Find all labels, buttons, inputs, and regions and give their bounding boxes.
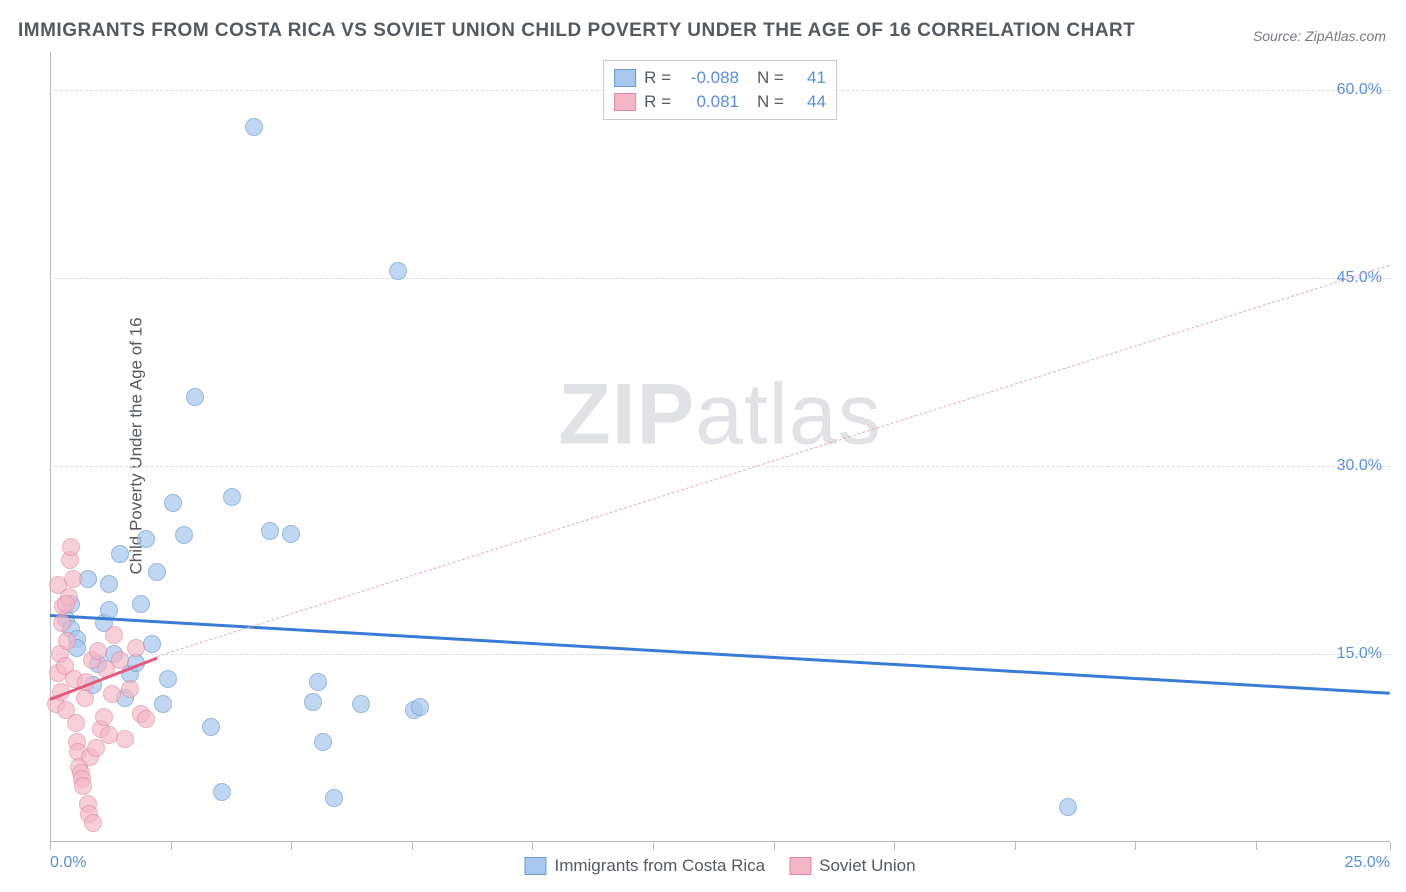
y-axis-line: [50, 52, 51, 842]
x-tick: [1390, 842, 1391, 850]
data-point: [411, 698, 429, 716]
data-point: [352, 695, 370, 713]
n-label: N =: [757, 66, 784, 90]
data-point: [95, 708, 113, 726]
x-tick: [1135, 842, 1136, 850]
data-point: [103, 685, 121, 703]
plot-area: ZIPatlas 15.0%30.0%45.0%60.0%0.0%25.0% R…: [50, 52, 1390, 842]
data-point: [143, 635, 161, 653]
data-point: [74, 777, 92, 795]
data-point: [389, 262, 407, 280]
data-point: [111, 545, 129, 563]
data-point: [245, 118, 263, 136]
data-point: [137, 710, 155, 728]
gridline: [50, 466, 1390, 467]
data-point: [325, 789, 343, 807]
data-point: [213, 783, 231, 801]
data-point: [314, 733, 332, 751]
data-point: [58, 632, 76, 650]
series-legend: Immigrants from Costa Rica Soviet Union: [524, 856, 915, 876]
x-tick: [171, 842, 172, 850]
watermark-rest: atlas: [695, 367, 882, 463]
x-tick: [1015, 842, 1016, 850]
legend-swatch: [789, 857, 811, 875]
y-tick-label: 60.0%: [1337, 81, 1382, 99]
data-point: [62, 538, 80, 556]
data-point: [100, 575, 118, 593]
data-point: [175, 526, 193, 544]
x-tick: [653, 842, 654, 850]
data-point: [116, 730, 134, 748]
data-point: [137, 530, 155, 548]
r-value: -0.088: [679, 66, 739, 90]
data-point: [132, 595, 150, 613]
y-tick-label: 30.0%: [1337, 457, 1382, 475]
data-point: [164, 494, 182, 512]
data-point: [1059, 798, 1077, 816]
n-value: 41: [792, 66, 826, 90]
n-label: N =: [757, 90, 784, 114]
data-point: [186, 388, 204, 406]
data-point: [76, 689, 94, 707]
data-point: [111, 651, 129, 669]
x-tick: [412, 842, 413, 850]
data-point: [223, 488, 241, 506]
watermark: ZIPatlas: [558, 366, 881, 465]
correlation-legend: R = -0.088 N = 41 R = 0.081 N = 44: [603, 60, 837, 120]
data-point: [49, 576, 67, 594]
data-point: [105, 626, 123, 644]
data-point: [309, 673, 327, 691]
data-point: [304, 693, 322, 711]
legend-swatch: [614, 69, 636, 87]
data-point: [261, 522, 279, 540]
legend-swatch: [524, 857, 546, 875]
chart-title: IMMIGRANTS FROM COSTA RICA VS SOVIET UNI…: [18, 20, 1135, 42]
legend-item: Soviet Union: [789, 856, 915, 876]
gridline: [50, 278, 1390, 279]
legend-swatch: [614, 93, 636, 111]
r-value: 0.081: [679, 90, 739, 114]
x-tick-label: 25.0%: [1345, 854, 1390, 872]
y-tick-label: 15.0%: [1337, 645, 1382, 663]
legend-row: R = -0.088 N = 41: [614, 66, 826, 90]
x-tick: [50, 842, 51, 850]
data-point: [121, 680, 139, 698]
legend-item: Immigrants from Costa Rica: [524, 856, 765, 876]
data-point: [159, 670, 177, 688]
data-point: [282, 525, 300, 543]
x-tick: [894, 842, 895, 850]
data-point: [89, 642, 107, 660]
x-tick-label: 0.0%: [50, 854, 86, 872]
data-point: [57, 595, 75, 613]
data-point: [67, 714, 85, 732]
x-tick: [532, 842, 533, 850]
watermark-bold: ZIP: [558, 367, 695, 463]
legend-label: Soviet Union: [819, 856, 915, 876]
data-point: [202, 718, 220, 736]
x-axis-line: [50, 841, 1390, 842]
legend-label: Immigrants from Costa Rica: [554, 856, 765, 876]
y-tick-label: 45.0%: [1337, 269, 1382, 287]
data-point: [100, 726, 118, 744]
r-label: R =: [644, 66, 671, 90]
data-point: [154, 695, 172, 713]
n-value: 44: [792, 90, 826, 114]
data-point: [127, 639, 145, 657]
x-tick: [774, 842, 775, 850]
legend-row: R = 0.081 N = 44: [614, 90, 826, 114]
data-point: [148, 563, 166, 581]
source-attribution: Source: ZipAtlas.com: [1253, 28, 1386, 44]
x-tick: [291, 842, 292, 850]
trend-line: [157, 265, 1390, 657]
data-point: [84, 814, 102, 832]
r-label: R =: [644, 90, 671, 114]
x-tick: [1256, 842, 1257, 850]
data-point: [53, 614, 71, 632]
